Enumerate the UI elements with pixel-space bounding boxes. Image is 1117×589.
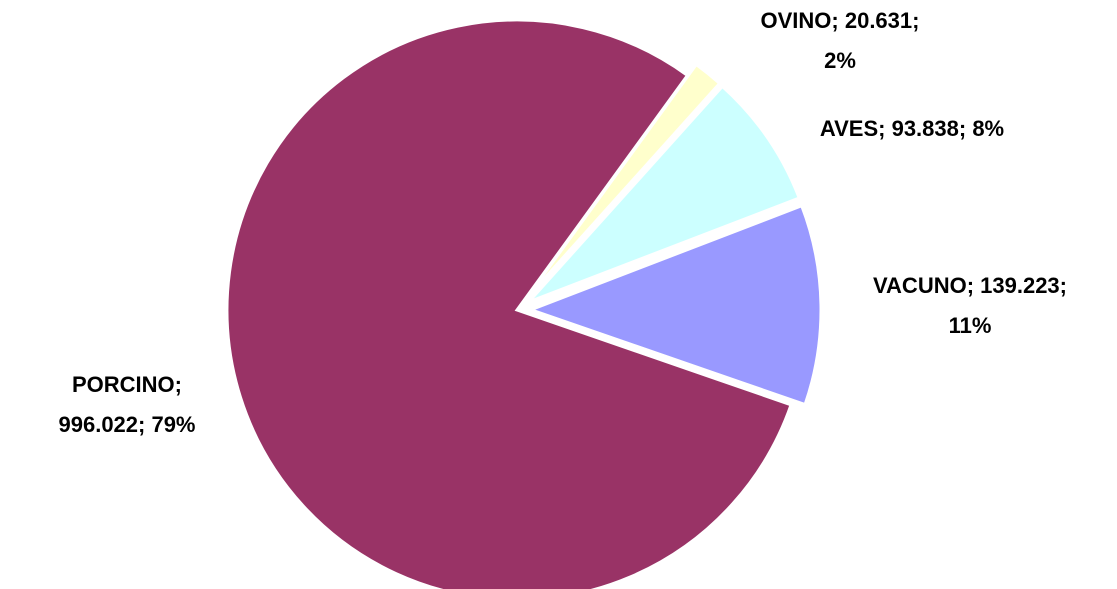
- pie-slice: [526, 203, 823, 407]
- data-label: AVES; 93.838; 8%: [820, 116, 1004, 141]
- pie-slice: [225, 18, 793, 589]
- pie-slice: [524, 62, 722, 301]
- data-label: 11%: [949, 313, 992, 338]
- data-label: OVINO; 20.631;: [761, 8, 920, 33]
- data-label: 2%: [824, 48, 856, 73]
- pie-slice: [527, 84, 802, 304]
- data-label: VACUNO; 139.223;: [873, 273, 1067, 298]
- data-label: PORCINO;: [72, 372, 182, 397]
- data-label: 996.022; 79%: [59, 412, 196, 437]
